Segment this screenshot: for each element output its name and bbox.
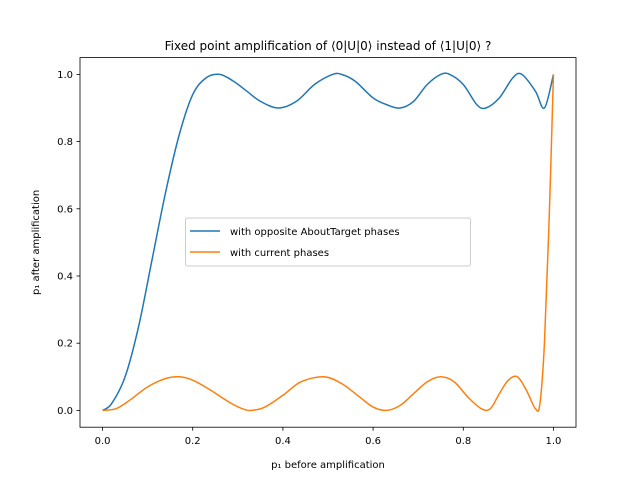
y-axis-label: p₁ after amplification	[31, 190, 42, 295]
y-ticks: 0.0 0.2 0.4 0.6 0.8 1.0	[57, 70, 80, 417]
y-tick-label: 0.8	[57, 137, 73, 148]
x-tick-label: 0.6	[365, 436, 381, 447]
x-tick-label: 0.0	[95, 436, 111, 447]
axes-frame	[79, 57, 577, 428]
y-tick-label: 0.6	[57, 204, 73, 215]
y-tick-label: 0.0	[57, 406, 73, 417]
x-tick-label: 0.4	[275, 436, 291, 447]
x-ticks: 0.0 0.2 0.4 0.6 0.8 1.0	[95, 427, 562, 447]
x-tick-label: 0.8	[455, 436, 471, 447]
legend-label-series-1: with opposite AboutTarget phases	[230, 227, 400, 238]
y-tick-label: 0.4	[57, 272, 73, 283]
y-tick-label: 1.0	[57, 70, 73, 81]
series-line-1	[102, 72, 555, 412]
axes-spines	[79, 57, 577, 428]
chart-title: Fixed point amplification of ⟨0|U|0⟩ ins…	[165, 39, 492, 53]
x-tick-label: 1.0	[546, 436, 562, 447]
legend: with opposite AboutTarget phases with cu…	[185, 217, 471, 267]
series-line-2	[102, 74, 555, 412]
y-tick-label: 0.2	[57, 339, 73, 350]
x-axis-label: p₁ before amplification	[271, 460, 385, 471]
x-tick-label: 0.2	[185, 436, 201, 447]
series-layer	[102, 72, 555, 412]
legend-box	[185, 217, 471, 267]
legend-label-series-2: with current phases	[230, 248, 329, 259]
